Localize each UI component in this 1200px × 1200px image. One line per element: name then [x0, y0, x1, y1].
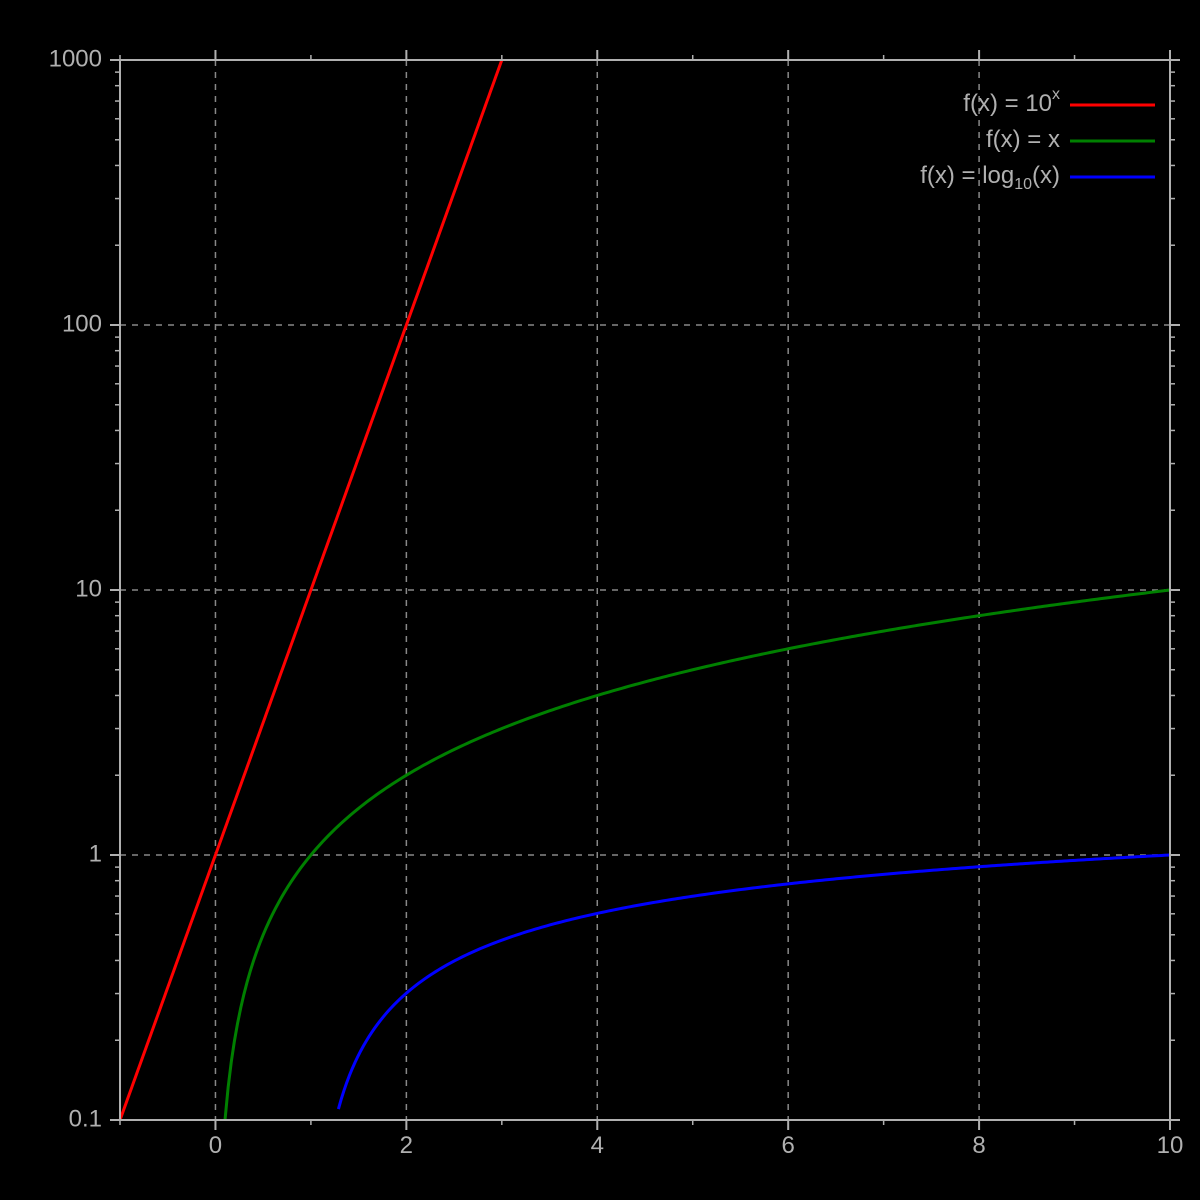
x-tick-label: 2	[400, 1132, 413, 1159]
legend-label-log10: f(x) = log10(x)	[920, 162, 1060, 193]
legend-label-exp10: f(x) = 10x	[963, 86, 1060, 117]
semilog-chart: 0 2 4 6 8 10 0.1 1 10 100 1000 f(x) = 10x f(x) = x f(…	[0, 0, 1200, 1200]
x-tick-label: 10	[1157, 1132, 1184, 1159]
y-tick-label: 1	[89, 840, 102, 867]
x-tick-label: 0	[209, 1132, 222, 1159]
y-tick-label: 1000	[49, 45, 102, 72]
y-tick-label: 0.1	[69, 1105, 102, 1132]
x-tick-label: 4	[591, 1132, 604, 1159]
x-tick-label: 8	[972, 1132, 985, 1159]
y-tick-label: 10	[75, 575, 102, 602]
x-tick-label: 6	[782, 1132, 795, 1159]
legend-label-identity: f(x) = x	[986, 126, 1060, 153]
y-tick-label: 100	[62, 310, 102, 337]
